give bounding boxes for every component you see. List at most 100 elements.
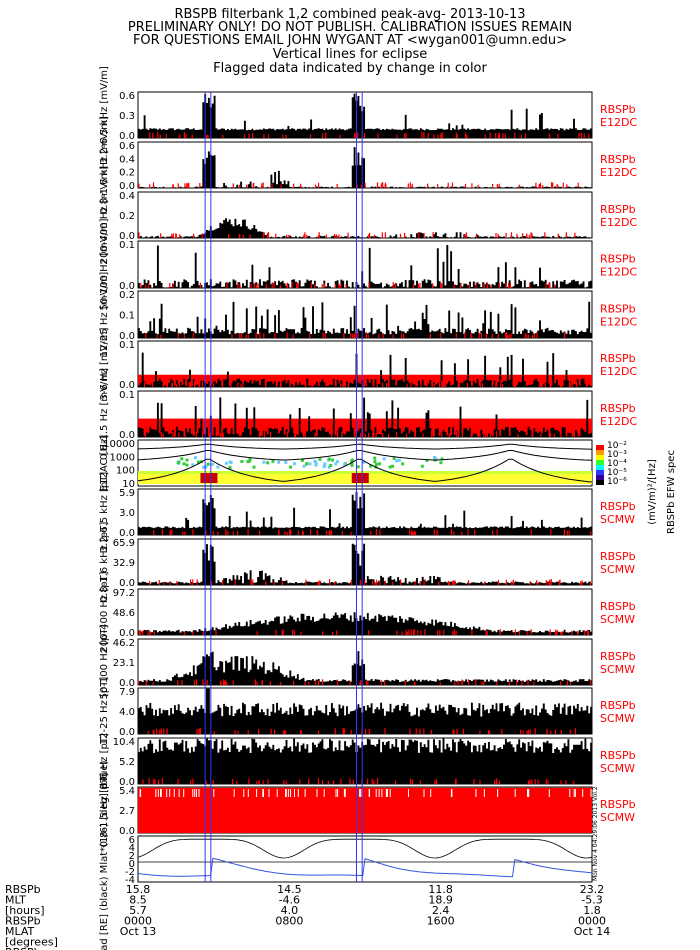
- spectrogram-speck: [391, 464, 395, 468]
- spectrogram-speck: [343, 463, 347, 467]
- spectrogram-speck: [289, 465, 293, 469]
- spectrogram-speck: [440, 457, 444, 461]
- scmw-50-100hz-ytick-0: 46.2: [113, 638, 135, 649]
- scmw-3-6hz-flag-ticks: [142, 778, 575, 784]
- e12dc-200-400hz-ytick-0: 0.4: [119, 191, 135, 202]
- axis-value-1-2: 4.0: [281, 904, 299, 917]
- colorbar-swatch: [596, 455, 604, 460]
- spectrogram-speck: [182, 462, 186, 466]
- spectrogram-speck: [382, 457, 386, 461]
- scmw-0.8-1.5hz-tag-instrument: SCMW: [600, 811, 635, 824]
- scmw-3-6hz-ytick-1: 5.2: [119, 757, 135, 768]
- scmw-3-6hz-trace: [137, 738, 593, 784]
- axis-row-label-2: [hours]: [5, 904, 45, 917]
- e12dc-200-400hz-ytick-1: 0.2: [119, 211, 135, 222]
- scmw-0.8-1.5hz-ylabel: 0.8-1.5 Hz [pT]: [99, 773, 110, 848]
- scmw-0.8-1.6khz-ytick-0: 65.9: [113, 538, 135, 549]
- spectrogram-speck: [246, 460, 250, 464]
- scmw-12-25hz-tag-instrument: SCMW: [600, 712, 635, 725]
- scmw-0.8-1.5hz-ytick-2: 0.0: [119, 826, 135, 837]
- e12dc-200-400hz-flag-ticks: [138, 232, 576, 238]
- e12ac-spectrogram-ytick-0: 10000: [103, 439, 135, 450]
- spectrogram-speck: [388, 465, 392, 469]
- scmw-0.8-1.5hz-tag-probe: RBSPb: [600, 798, 636, 811]
- spectrogram-speck: [185, 458, 189, 462]
- scmw-3.2-6.5khz-ylabel: 3.2-6.5 kHz [pT]: [99, 472, 110, 553]
- spectrogram-speck: [206, 462, 210, 466]
- scmw-12-25hz-ytick-2: 0.0: [119, 727, 135, 738]
- spectrogram-speck: [216, 465, 220, 469]
- spectrogram-curve-1: [137, 443, 593, 450]
- orbit-mlat-line: [137, 857, 593, 878]
- scmw-50-100hz-flag-ticks: [137, 679, 592, 685]
- e12dc-0.8-1.5hz-tag-instrument: E12DC: [600, 415, 637, 428]
- e12dc-0.8-1.6khz-ytick-3: 0.0: [119, 181, 135, 192]
- scmw-3-6hz-ytick-0: 10.4: [113, 737, 135, 748]
- colorbar-swatch: [596, 450, 604, 455]
- spectrogram-speck: [196, 460, 200, 464]
- axis-value-1-3: 0800: [275, 915, 303, 928]
- scmw-200-400hz-ytick-2: 0.0: [119, 628, 135, 639]
- e12dc-3-6hz-tag-probe: RBSPb: [600, 352, 636, 365]
- scmw-0.8-1.6khz-flag-ticks: [149, 579, 591, 585]
- scmw-3-6hz-ylabel: 3-6 Hz [pT]: [99, 733, 110, 789]
- e12ac-spectrogram-ylabel: E12AC [Hz]: [99, 435, 110, 492]
- scmw-50-100hz-tag-probe: RBSPb: [600, 650, 636, 663]
- spectrogram-speck: [401, 462, 405, 466]
- axis-value-0-1: 8.5: [129, 894, 147, 907]
- spectrogram-curve-3: [137, 458, 593, 483]
- e12ac-spectrogram-frame: [137, 439, 593, 487]
- scmw-3.2-6.5khz-flag-ticks: [153, 529, 592, 535]
- orbit-frame: [137, 835, 593, 883]
- spectrogram-speck: [397, 458, 401, 462]
- e12ac-spectrogram-ytick-3: 10: [122, 479, 135, 490]
- spectrogram-speck: [313, 459, 317, 463]
- spectrogram-speck: [378, 462, 382, 466]
- e12dc-3.2-6.5khz-flag-ticks: [149, 132, 590, 138]
- scmw-0.8-1.6khz-tag-probe: RBSPb: [600, 550, 636, 563]
- scmw-0.8-1.6khz-ytick-1: 32.9: [113, 558, 135, 569]
- spectrogram-speck: [185, 463, 189, 467]
- title-line-3: FOR QUESTIONS EMAIL JOHN WYGANT AT <wyga…: [132, 33, 568, 48]
- spectrogram-speck: [252, 465, 256, 469]
- axis-value-2-1: 18.9: [428, 894, 453, 907]
- spectrogram-speck: [322, 464, 326, 468]
- colorbar-unit: (mV/m)²/[Hz]: [647, 459, 658, 525]
- spectrogram-speck: [439, 461, 443, 465]
- colorbar-tick-4: 10⁻⁶: [607, 477, 627, 487]
- orbit-ytick-3: 0: [129, 859, 135, 870]
- orbit-ytick-2: 2: [129, 851, 135, 862]
- e12dc-50-100hz-trace: [137, 245, 593, 288]
- e12dc-200-400hz-ylabel: 200-400 Hz [mV/m]: [99, 166, 110, 265]
- colorbar-swatch: [596, 440, 604, 445]
- e12dc-3.2-6.5khz-ytick-0: 0.6: [119, 91, 135, 102]
- spectrogram-speck: [180, 457, 184, 461]
- spectrogram-speck: [350, 463, 354, 467]
- e12dc-3-6hz-ytick-1: 0.0: [119, 380, 135, 391]
- colorbar-swatch: [596, 480, 604, 485]
- axis-row-label-1: MLT: [5, 894, 26, 907]
- spectrogram-speck: [210, 462, 214, 466]
- title-line-4: Vertical lines for eclipse: [272, 47, 428, 62]
- axis-value-0-3: 0000: [124, 915, 152, 928]
- axis-value-1-1: -4.6: [279, 894, 300, 907]
- scmw-3.2-6.5khz-ytick-0: 5.9: [119, 488, 135, 499]
- scmw-3-6hz-tag-instrument: SCMW: [600, 762, 635, 775]
- spectrogram-speck: [334, 462, 338, 466]
- e12dc-200-400hz-trace: [137, 218, 593, 238]
- spectrogram-speck: [314, 463, 318, 467]
- orbit-ytick-4: -2: [125, 867, 135, 878]
- spectrogram-speck: [323, 462, 327, 466]
- spectrogram-speck: [331, 458, 335, 462]
- spectrogram-speck: [228, 465, 232, 469]
- e12dc-12-25hz-flag-ticks: [145, 332, 566, 338]
- spectrogram-speck: [271, 459, 275, 463]
- orbit-ytick-0: 6: [129, 835, 135, 846]
- colorbar-title: RBSPb EFW spec: [666, 450, 677, 534]
- spectrogram-speck: [369, 464, 373, 468]
- axis-value-2-2: 2.4: [432, 904, 450, 917]
- colorbar-tick-3: 10⁻⁵: [607, 468, 627, 478]
- spectrogram-speck: [373, 456, 377, 460]
- e12dc-200-400hz-tag-instrument: E12DC: [600, 216, 637, 229]
- e12dc-0.8-1.6khz-flag-ticks: [138, 182, 579, 188]
